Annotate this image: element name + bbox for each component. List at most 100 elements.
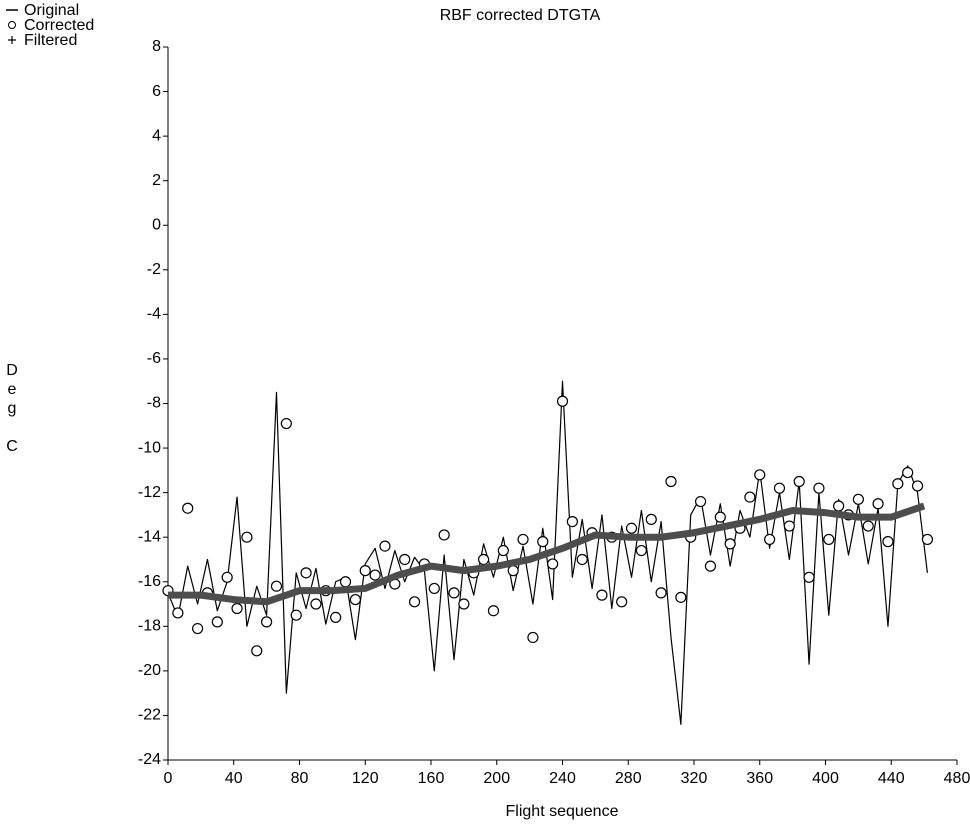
x-tick-label: 0: [164, 770, 173, 787]
y-tick-label: -22: [138, 707, 161, 724]
x-axis-label: Flight sequence: [506, 803, 619, 820]
y-tick-label: -4: [147, 306, 161, 323]
data-point: [566, 515, 578, 528]
data-point: [399, 553, 411, 566]
y-tick-label: -10: [138, 439, 161, 456]
data-point: [478, 553, 490, 566]
data-point: [211, 616, 223, 628]
data-point: [773, 482, 786, 494]
y-tick-label: -14: [138, 528, 161, 545]
x-tick-label: 160: [418, 770, 445, 787]
x-tick-label: 80: [291, 770, 309, 787]
data-point: [625, 522, 638, 534]
data-point: [754, 469, 766, 481]
data-point: [694, 495, 707, 508]
legend-label: Corrected: [24, 17, 94, 34]
data-point: [458, 598, 470, 610]
data-point: [911, 480, 924, 492]
x-tick-label: 360: [746, 770, 773, 787]
data-point: [270, 580, 283, 592]
y-tick-label: 4: [152, 127, 161, 144]
data-point: [862, 520, 874, 532]
y-tick-label: -24: [138, 751, 161, 768]
data-point: [261, 616, 273, 628]
data-point: [537, 536, 549, 548]
data-point: [547, 558, 559, 570]
y-tick-label: -12: [138, 484, 161, 501]
x-tick-label: 200: [483, 770, 510, 787]
data-point: [517, 533, 529, 546]
data-point: [310, 598, 322, 610]
data-point: [438, 529, 450, 541]
data-point: [764, 533, 776, 546]
data-point: [300, 567, 312, 579]
data-point: [241, 531, 253, 543]
data-point: [833, 500, 845, 512]
data-point: [823, 533, 835, 546]
data-point: [251, 645, 263, 657]
data-point: [724, 538, 736, 550]
x-tick-label: 120: [352, 770, 379, 787]
data-point: [359, 565, 371, 577]
data-point: [290, 609, 302, 621]
x-tick-label: 400: [812, 770, 839, 787]
data-point: [497, 544, 509, 557]
x-tick-label: 40: [225, 770, 243, 787]
data-point: [783, 520, 795, 532]
x-tick-label: 280: [615, 770, 642, 787]
data-point: [596, 589, 608, 601]
data-point: [665, 475, 677, 488]
data-point: [280, 417, 292, 430]
y-tick-label: -8: [147, 395, 161, 412]
data-point: [675, 591, 687, 603]
data-point: [330, 611, 342, 624]
x-tick-label: 440: [878, 770, 905, 787]
data-point: [872, 498, 884, 510]
data-point: [379, 540, 391, 552]
data-point: [172, 607, 184, 619]
data-point: [744, 491, 756, 503]
y-tick-label: 6: [152, 83, 161, 100]
chart-title: RBF corrected DTGTA: [440, 7, 601, 24]
data-point: [635, 544, 648, 557]
y-tick-label: 8: [152, 38, 161, 55]
data-point: [645, 513, 657, 525]
data-point: [487, 605, 500, 617]
data-point: [408, 596, 421, 608]
x-tick-label: 320: [681, 770, 708, 787]
data-point: [852, 493, 864, 505]
y-tick-label: 2: [152, 172, 161, 189]
data-point: [507, 565, 519, 577]
data-point: [704, 560, 717, 572]
data-point: [428, 582, 440, 595]
data-point: [448, 587, 460, 599]
data-point: [231, 602, 243, 615]
y-axis-label: Deg C: [4, 362, 21, 457]
data-point: [349, 593, 361, 606]
legend-label: Original: [24, 2, 79, 19]
data-point: [221, 571, 233, 583]
data-point: [714, 511, 726, 523]
series-line: [168, 502, 926, 606]
y-tick-label: 0: [152, 216, 161, 233]
data-point: [882, 536, 894, 548]
y-tick-label: -2: [147, 261, 161, 278]
data-point: [369, 569, 381, 581]
data-point: [655, 587, 667, 599]
y-tick-label: -16: [138, 573, 161, 590]
data-point: [182, 502, 194, 514]
data-point: [339, 576, 352, 588]
data-point: [793, 475, 805, 488]
y-tick-label: -6: [147, 350, 161, 367]
data-point: [902, 466, 914, 479]
y-tick-label: -18: [138, 618, 161, 635]
legend-label: Filtered: [24, 32, 77, 49]
y-tick-label: -20: [138, 662, 161, 679]
data-point: [803, 571, 815, 583]
data-point: [921, 533, 934, 546]
data-point: [892, 478, 904, 490]
data-point: [527, 631, 539, 644]
legend-symbol: [8, 21, 16, 29]
data-point: [191, 622, 204, 635]
